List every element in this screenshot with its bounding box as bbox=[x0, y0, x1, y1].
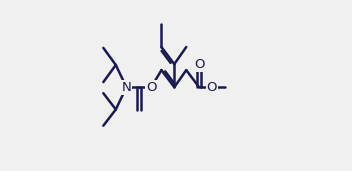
Text: O: O bbox=[146, 81, 156, 94]
Text: O: O bbox=[207, 81, 217, 94]
Text: N: N bbox=[121, 81, 131, 94]
Text: O: O bbox=[194, 58, 204, 71]
